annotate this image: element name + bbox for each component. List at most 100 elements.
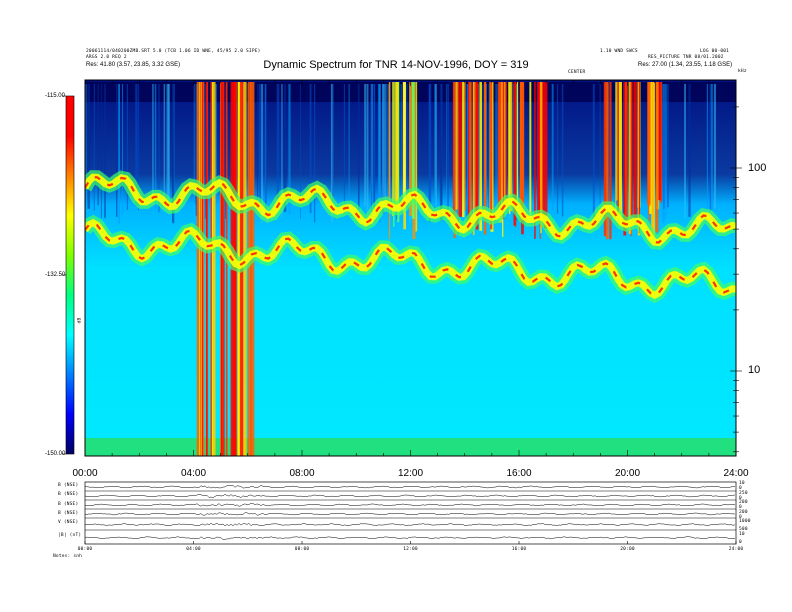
spectrum-striation (434, 84, 436, 209)
burst-column (393, 82, 395, 227)
spectrum-striation (556, 84, 559, 214)
burst-column (468, 82, 470, 232)
panel-trace (84, 522, 736, 527)
spectrum-striation (366, 84, 369, 222)
x-tick-label: 12:00 (397, 468, 424, 479)
burst-column (415, 82, 418, 232)
spectrum-striation (371, 84, 373, 216)
spectrum-striation (300, 84, 301, 219)
colorbar-tick-mid: -132.50 (45, 272, 66, 278)
spectrum-striation (309, 84, 312, 213)
burst-column (222, 82, 225, 456)
spectrum-striation (87, 84, 90, 209)
burst-column (212, 82, 216, 456)
panels-frame (84, 481, 737, 545)
timeseries-panels (84, 481, 737, 545)
chart-title: Dynamic Spectrum for TNR 14-NOV-1996, DO… (263, 59, 529, 71)
panel-tick: 200 (739, 510, 748, 515)
spectrum-striation (488, 84, 490, 211)
burst-column (633, 82, 637, 219)
panel-label: B (NSE) (58, 502, 79, 507)
panel-tick: 10 (739, 481, 745, 486)
spectrum-striation (118, 84, 120, 224)
panel-tick: 200 (739, 500, 748, 505)
burst-column (220, 82, 223, 456)
burst-column (630, 82, 633, 217)
panel-label: |B| (nT) (58, 533, 82, 538)
burst-column (651, 82, 655, 239)
panel-trace (84, 494, 736, 498)
spectrum-striation (447, 84, 449, 212)
burst-column (247, 82, 250, 456)
spectrum-striation (663, 84, 665, 209)
x-tick-label: 00:00 (72, 468, 98, 479)
burst-column (452, 82, 455, 220)
spectrum-striation (400, 84, 402, 215)
burst-column (505, 82, 507, 206)
burst-column (628, 82, 632, 234)
header-line3-left: Res: 41.80 (3.57, 23.85, 3.32 GSE) (86, 62, 180, 68)
burst-column (196, 82, 200, 456)
bottom-tick-label: 24:00 (728, 547, 744, 552)
panel-label: B (NSE) (58, 492, 79, 497)
burst-column (522, 82, 525, 212)
panel-label: B (NSE) (58, 483, 79, 488)
spectrum-striation (138, 84, 140, 211)
spectrum-striation (512, 84, 514, 209)
x-axis (84, 80, 737, 456)
burst-column (655, 82, 659, 233)
spectrum-striation (100, 84, 102, 218)
panel-trace (84, 536, 735, 540)
burst-column (453, 82, 456, 239)
header-line2-right: RES_PICTURE TNR 08/01.2002 (648, 55, 724, 60)
panel-tick: 0 (739, 505, 742, 510)
burst-column (616, 82, 618, 201)
spectrum-striation (428, 84, 432, 212)
burst-column (490, 82, 493, 230)
spectrum-striation (116, 84, 118, 217)
panel-trace (84, 503, 736, 507)
burst-column (508, 82, 510, 206)
spectrum-striation (364, 84, 367, 206)
spectrum-striation (332, 84, 334, 209)
burst-column (210, 82, 214, 456)
burst-column (411, 82, 415, 219)
burst-column (625, 82, 628, 222)
res-value-right: 27.00 (1.34, 23.55, 1.18 GSE) (652, 62, 733, 68)
burst-column (534, 82, 536, 239)
burst-column (605, 82, 609, 240)
spectrum-striation (276, 84, 280, 205)
spectrum-striation (343, 84, 346, 214)
burst-column (623, 82, 627, 236)
spectrum-striation (592, 84, 595, 219)
spectrum-striation (158, 84, 160, 213)
spectrum-striation (348, 84, 350, 205)
emission-band-mid (85, 218, 736, 300)
header-line2-left: ARGS 2.0 REQ 2 (86, 55, 127, 60)
spectrum-striation (194, 84, 196, 205)
spectrum-striation (466, 84, 469, 206)
spectrum-striation (551, 84, 554, 212)
header-line1-left: 20061114/040200ZMB.SRT 5.0 (TCB 1.06 ID … (86, 49, 261, 54)
burst-column (473, 82, 475, 236)
bottom-tick-label: 20:00 (620, 547, 635, 552)
panel-tick: 10 (739, 532, 745, 537)
burst-column (508, 82, 511, 214)
burst-column (462, 82, 465, 218)
burst-column (497, 82, 502, 218)
x-tick-label: 20:00 (614, 468, 641, 479)
panel-tick: 0 (739, 515, 742, 520)
spectrum-striation (93, 84, 95, 211)
spectrum-striation (225, 84, 227, 219)
burst-column (392, 82, 394, 216)
unit-corner-label: kHz (738, 69, 747, 74)
spectrum-striation (434, 84, 437, 207)
spectrum-striation (281, 84, 283, 218)
spectrum-striation (482, 84, 484, 207)
burst-column (648, 82, 650, 221)
center-note: CENTER (568, 70, 586, 75)
burst-column (603, 82, 607, 237)
x-tick-label: 24:00 (723, 468, 749, 479)
spectrum-striation (215, 84, 217, 205)
